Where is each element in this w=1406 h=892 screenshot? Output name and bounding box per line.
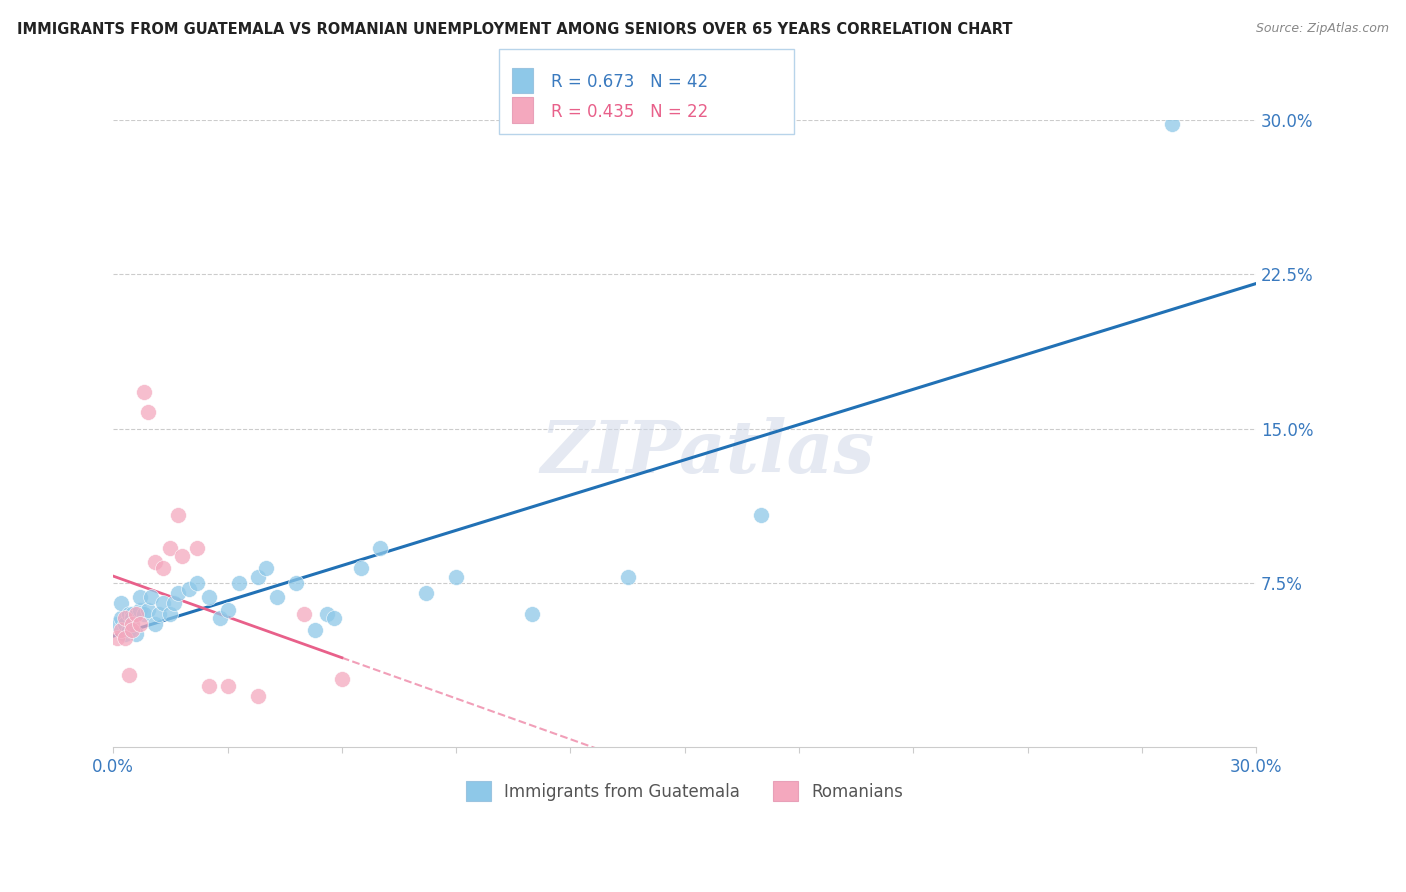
Point [114,616,136,631]
Point [136,602,159,616]
Point [323,611,346,625]
Point [129,616,152,631]
Point [114,627,136,641]
Text: R = 0.673   N = 42: R = 0.673 N = 42 [551,73,709,91]
Point [444,569,467,583]
Point [285,575,308,590]
Point [152,596,174,610]
Point [110,611,132,625]
Text: ZIPatlas: ZIPatlas [540,417,875,488]
Point [105,616,128,631]
Point [143,555,166,569]
Point [159,541,181,555]
Point [415,586,437,600]
Point [522,607,544,621]
Point [136,405,159,419]
Point [350,561,373,575]
Point [132,607,155,621]
Point [152,561,174,575]
Point [129,591,152,605]
Point [208,611,231,625]
Point [1161,117,1184,131]
Point [292,607,315,621]
Point [247,569,270,583]
Point [167,586,190,600]
Legend: Immigrants from Guatemala, Romanians: Immigrants from Guatemala, Romanians [460,774,910,808]
Text: Source: ZipAtlas.com: Source: ZipAtlas.com [1256,22,1389,36]
Point [616,569,638,583]
Point [228,575,250,590]
Point [117,668,139,682]
Point [121,611,143,625]
Point [114,632,136,646]
Point [197,679,219,693]
Point [121,623,143,637]
Point [186,575,208,590]
Point [105,632,128,646]
Text: IMMIGRANTS FROM GUATEMALA VS ROMANIAN UNEMPLOYMENT AMONG SENIORS OVER 65 YEARS C: IMMIGRANTS FROM GUATEMALA VS ROMANIAN UN… [17,22,1012,37]
Point [217,679,239,693]
Point [143,616,166,631]
Point [254,561,277,575]
Point [121,616,143,631]
Point [170,549,193,563]
Point [315,607,337,621]
Point [121,607,143,621]
Point [159,607,181,621]
Point [266,591,288,605]
Point [148,607,170,621]
Text: R = 0.435   N = 22: R = 0.435 N = 22 [551,103,709,120]
Point [129,602,152,616]
Point [186,541,208,555]
Point [749,508,772,522]
Point [197,591,219,605]
Point [368,541,391,555]
Point [163,596,186,610]
Point [132,384,155,399]
Point [110,623,132,637]
Point [125,627,148,641]
Point [330,673,353,687]
Point [217,602,239,616]
Point [179,582,201,596]
Point [247,689,270,703]
Point [114,611,136,625]
Point [141,591,163,605]
Point [304,623,326,637]
Point [167,508,190,522]
Point [125,607,148,621]
Point [117,623,139,637]
Point [110,596,132,610]
Point [117,607,139,621]
